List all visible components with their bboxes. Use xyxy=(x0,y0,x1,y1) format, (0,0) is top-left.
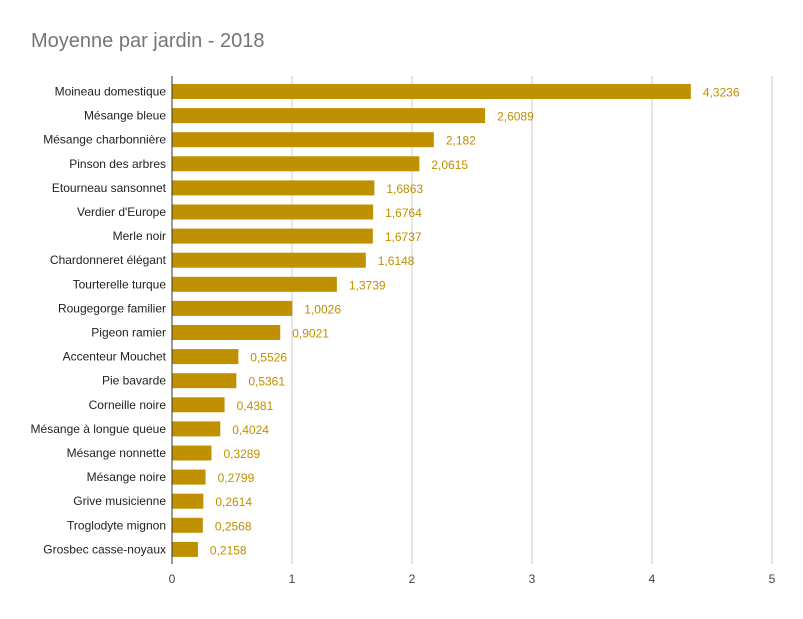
category-label: Etourneau sansonnet xyxy=(52,181,167,195)
data-label: 0,5361 xyxy=(248,375,285,389)
data-label: 4,3236 xyxy=(703,86,740,100)
data-label: 0,2614 xyxy=(215,495,252,509)
bar xyxy=(172,541,198,557)
bar xyxy=(172,252,366,268)
data-label: 0,2799 xyxy=(218,471,255,485)
data-label: 1,6148 xyxy=(378,254,415,268)
bar xyxy=(172,180,375,196)
bar xyxy=(172,84,691,99)
data-label: 0,4024 xyxy=(232,423,269,437)
bar xyxy=(172,276,337,292)
data-label: 0,3289 xyxy=(223,447,260,461)
bar xyxy=(172,108,486,124)
category-label: Pinson des arbres xyxy=(69,157,166,171)
bar xyxy=(172,469,206,485)
bar xyxy=(172,373,237,389)
category-label: Pigeon ramier xyxy=(91,326,166,340)
category-label: Grive musicienne xyxy=(73,494,166,508)
chart-title: Moyenne par jardin - 2018 xyxy=(31,30,265,52)
data-label: 0,5526 xyxy=(250,351,287,365)
x-tick-label: 3 xyxy=(529,572,536,586)
category-label: Pie bavarde xyxy=(102,374,166,388)
gridlines xyxy=(171,76,773,564)
category-label: Grosbec casse-noyaux xyxy=(43,542,166,556)
data-label: 1,3739 xyxy=(349,278,386,292)
data-label: 2,182 xyxy=(446,134,476,148)
x-tick-label: 4 xyxy=(649,572,656,586)
bar xyxy=(172,300,293,316)
data-label: 2,0615 xyxy=(431,158,468,172)
labels: 0 1 2 3 4 5 Moineau domestique 4,3236 Mésange bl… xyxy=(31,85,776,587)
bars xyxy=(172,84,691,557)
data-label: 0,2158 xyxy=(210,543,247,557)
bar xyxy=(172,132,434,148)
data-label: 0,9021 xyxy=(292,327,329,341)
category-label: Accenteur Mouchet xyxy=(63,350,167,364)
category-label: Verdier d'Europe xyxy=(77,205,166,219)
category-label: Mésange noire xyxy=(87,470,167,484)
data-label: 0,4381 xyxy=(237,399,274,413)
bar xyxy=(172,204,374,220)
data-label: 1,6764 xyxy=(385,206,422,220)
category-label: Tourterelle turque xyxy=(73,277,167,291)
bar xyxy=(172,493,204,509)
bar xyxy=(172,421,221,437)
data-label: 1,6863 xyxy=(386,182,423,196)
category-label: Mésange à longue queue xyxy=(31,422,167,436)
x-tick-label: 2 xyxy=(409,572,416,586)
bar xyxy=(172,156,420,172)
category-label: Rougegorge familier xyxy=(58,301,166,315)
x-tick-label: 0 xyxy=(169,572,176,586)
x-tick-label: 1 xyxy=(289,572,296,586)
data-label: 1,0026 xyxy=(304,302,341,316)
category-label: Mésange charbonnière xyxy=(43,133,166,147)
category-label: Troglodyte mignon xyxy=(67,518,166,532)
bar xyxy=(172,228,373,244)
data-label: 0,2568 xyxy=(215,519,252,533)
bar xyxy=(172,349,239,365)
category-label: Chardonneret élégant xyxy=(50,253,167,267)
category-label: Mésange nonnette xyxy=(67,446,167,460)
data-label: 2,6089 xyxy=(497,110,534,124)
bar xyxy=(172,445,212,461)
x-tick-label: 5 xyxy=(769,572,776,586)
bar xyxy=(172,517,203,533)
category-label: Moineau domestique xyxy=(55,85,167,99)
bar xyxy=(172,325,281,340)
data-label: 1,6737 xyxy=(385,230,422,244)
category-label: Corneille noire xyxy=(89,398,167,412)
bar xyxy=(172,397,225,413)
category-label: Merle noir xyxy=(113,229,166,243)
category-label: Mésange bleue xyxy=(84,109,166,123)
